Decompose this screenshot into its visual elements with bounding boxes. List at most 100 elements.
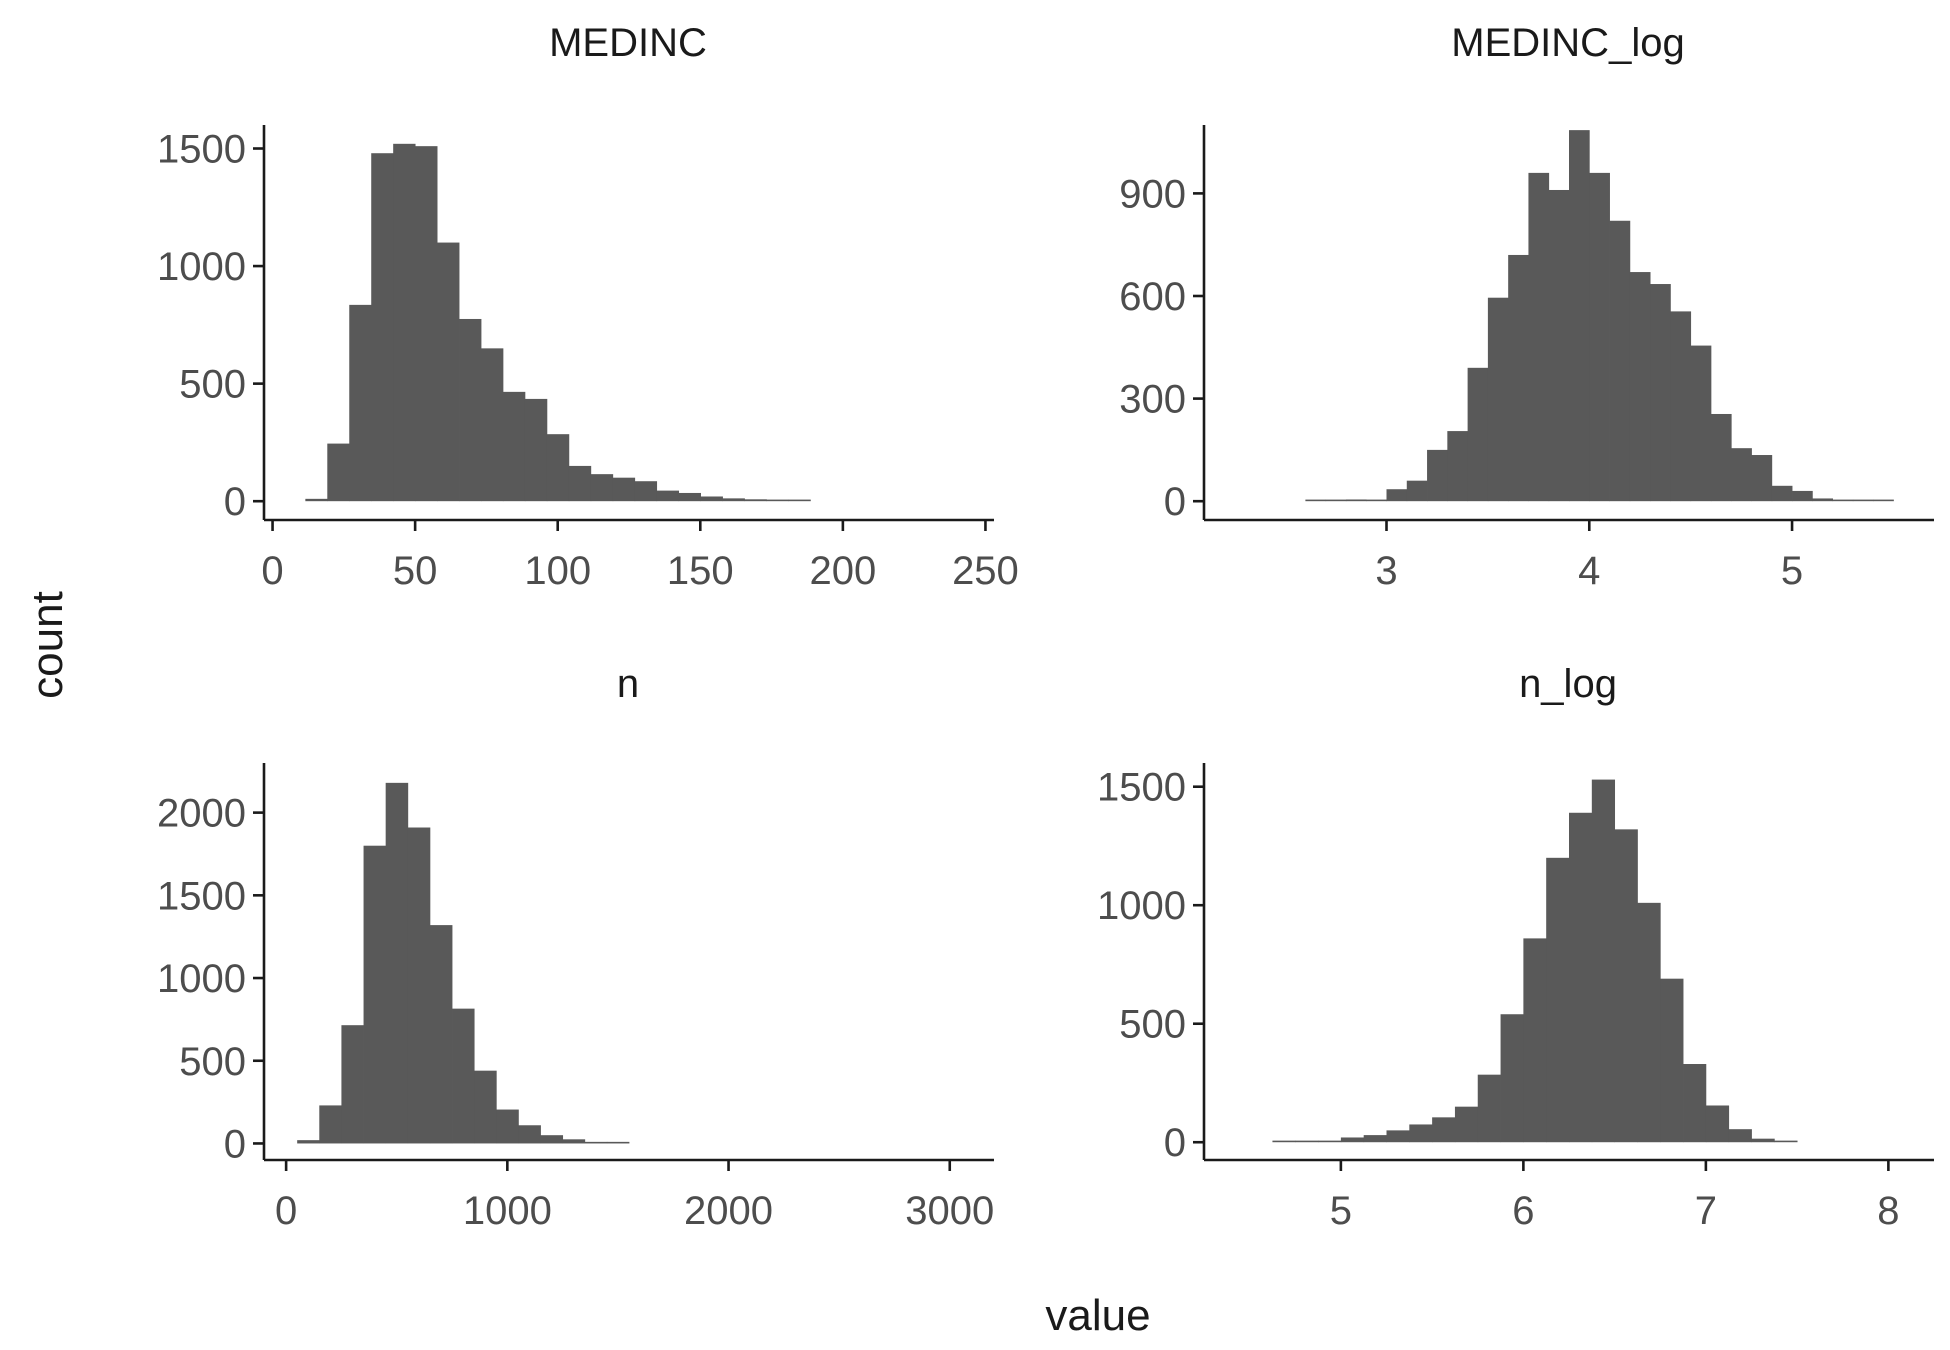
y-tick-label: 0 — [1164, 480, 1186, 524]
histogram-bar — [474, 1070, 497, 1144]
histogram-bar — [407, 827, 431, 1144]
x-tick-label: 7 — [1695, 1189, 1717, 1233]
histogram-bar — [297, 1140, 320, 1144]
figure-x-axis-title: value — [1045, 1291, 1150, 1340]
histogram-bar — [349, 304, 372, 502]
histogram-bar — [1670, 311, 1692, 502]
histogram-bar — [1569, 812, 1593, 1143]
y-tick-label: 1000 — [1097, 884, 1186, 928]
histogram-bar — [656, 490, 680, 502]
x-tick-label: 0 — [261, 549, 283, 593]
histogram-bar — [1318, 1140, 1342, 1143]
histogram-bar — [1710, 413, 1732, 502]
histogram-bar — [1591, 779, 1616, 1143]
y-tick-label: 1500 — [1097, 766, 1186, 810]
x-axis: 0 1000 2000 3000 — [264, 1158, 994, 1233]
histogram-bar — [1771, 485, 1793, 502]
histogram-bar — [1812, 498, 1834, 502]
x-tick-label: 150 — [667, 549, 734, 593]
x-axis: 5 6 7 8 — [1204, 1158, 1934, 1233]
histogram-bar — [1427, 449, 1448, 502]
x-tick-label: 200 — [809, 549, 876, 593]
y-tick-label: 500 — [179, 1040, 246, 1084]
histogram-bar — [1523, 938, 1547, 1143]
histogram-bars — [1305, 130, 1894, 502]
panel-title: MEDINC_log — [1451, 21, 1684, 65]
y-tick-label: 600 — [1119, 275, 1186, 319]
histogram-bar — [1305, 499, 1327, 502]
x-axis: 3 4 5 — [1204, 518, 1934, 593]
histogram-bar — [452, 1008, 475, 1144]
x-tick-label: 5 — [1330, 1189, 1352, 1233]
panel-title: MEDINC — [549, 21, 707, 65]
histogram-bar — [1683, 1064, 1707, 1143]
x-tick-label: 6 — [1512, 1189, 1534, 1233]
histogram-bar — [562, 1139, 586, 1144]
histogram-bar — [429, 925, 453, 1144]
histogram-bar — [766, 499, 789, 502]
histogram-bar — [1751, 1138, 1775, 1143]
histogram-bars — [1272, 779, 1798, 1143]
histogram-bar — [1432, 1117, 1456, 1143]
histogram-bar — [1366, 499, 1387, 502]
histogram-bar — [1508, 254, 1529, 502]
histogram-bar — [788, 499, 811, 502]
histogram-bar — [1477, 1074, 1501, 1143]
histogram-bar — [606, 1141, 630, 1144]
panel-medinc-log: MEDINC_log 3 4 5 0 300 600 900 — [1119, 21, 1934, 593]
y-tick-label: 0 — [1164, 1121, 1186, 1165]
histogram-bar — [1589, 172, 1610, 502]
y-tick-label: 1500 — [157, 874, 246, 918]
histogram-bar — [1728, 1129, 1752, 1143]
x-tick-label: 4 — [1578, 549, 1600, 593]
histogram-bar — [327, 443, 350, 502]
histogram-bar — [1467, 367, 1489, 502]
y-tick-label: 0 — [224, 1122, 246, 1166]
histogram-bar — [1629, 272, 1651, 502]
y-axis: 0 500 1000 1500 — [1097, 763, 1206, 1165]
panel-n: n 0 1000 2000 3000 0 500 1000 1500 2000 — [157, 662, 994, 1233]
y-tick-label: 0 — [224, 480, 246, 524]
histogram-bar — [305, 498, 328, 502]
histogram-bar — [1548, 189, 1570, 502]
histogram-bar — [319, 1105, 342, 1144]
histogram-bar — [1832, 499, 1854, 502]
x-tick-label: 50 — [393, 549, 438, 593]
histogram-bar — [1614, 829, 1638, 1143]
histogram-bar — [1363, 1135, 1387, 1143]
y-tick-label: 2000 — [157, 792, 246, 836]
histogram-bar — [1272, 1140, 1296, 1143]
histogram-bar — [481, 348, 504, 502]
y-axis: 0 500 1000 1500 — [157, 125, 266, 524]
histogram-bar — [1637, 902, 1661, 1143]
histogram-bar — [678, 492, 701, 502]
y-tick-label: 1000 — [157, 245, 246, 289]
histogram-bar — [634, 481, 658, 502]
panel-medinc: MEDINC 0 50 100 150 200 250 0 500 1000 1500 — [157, 21, 1019, 593]
histogram-bar — [1528, 172, 1550, 502]
y-tick-label: 1000 — [157, 957, 246, 1001]
histogram-bar — [1406, 480, 1428, 502]
x-tick-label: 8 — [1877, 1189, 1899, 1233]
histogram-bar — [590, 474, 614, 502]
histogram-bar — [371, 153, 394, 502]
histogram-bar — [744, 499, 767, 502]
histogram-bar — [415, 146, 438, 502]
histogram-bar — [1690, 345, 1712, 502]
histogram-bar — [1487, 297, 1509, 502]
histogram-bar — [1609, 220, 1631, 502]
histogram-bars — [305, 143, 811, 502]
histogram-bar — [1454, 1106, 1479, 1143]
histogram-bar — [459, 318, 482, 502]
histogram-bar — [502, 391, 526, 502]
histogram-bar — [1660, 978, 1684, 1143]
panel-n-log: n_log 5 6 7 8 0 500 1000 1500 — [1097, 662, 1934, 1233]
panel-title: n — [617, 662, 639, 706]
x-tick-label: 100 — [524, 549, 591, 593]
histogram-bar — [1650, 284, 1671, 502]
histogram-bar — [1569, 130, 1590, 502]
y-tick-label: 1500 — [157, 128, 246, 172]
x-tick-label: 250 — [952, 549, 1019, 593]
figure-y-axis-title: count — [23, 591, 72, 699]
y-tick-label: 500 — [1119, 1003, 1186, 1047]
